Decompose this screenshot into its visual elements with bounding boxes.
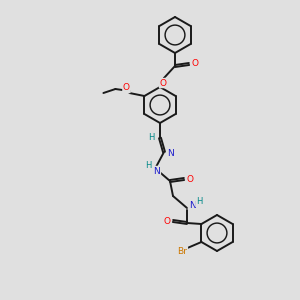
Text: N: N (154, 167, 160, 176)
Text: O: O (191, 59, 199, 68)
Text: O: O (160, 79, 167, 88)
Text: N: N (189, 200, 195, 209)
Text: H: H (148, 133, 154, 142)
Text: H: H (196, 197, 202, 206)
Text: O: O (187, 175, 194, 184)
Text: H: H (145, 160, 151, 169)
Text: O: O (164, 217, 170, 226)
Text: N: N (168, 149, 174, 158)
Text: O: O (123, 83, 130, 92)
Text: Br: Br (178, 247, 187, 256)
